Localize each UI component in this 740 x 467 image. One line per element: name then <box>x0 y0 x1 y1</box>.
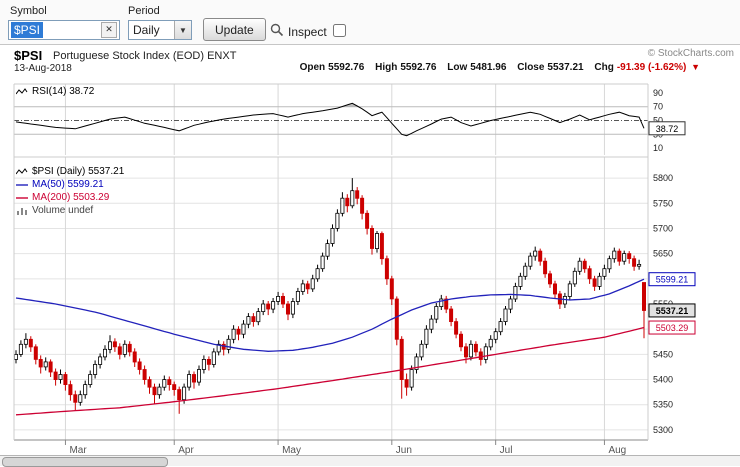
panel-frame <box>13 83 649 441</box>
svg-text:70: 70 <box>653 102 663 112</box>
symbol-label: Symbol <box>10 5 47 17</box>
svg-text:5400: 5400 <box>653 375 673 385</box>
rsi-legend-label: RSI(14) 38.72 <box>32 86 95 97</box>
candlestick-series <box>13 178 647 414</box>
chart-scrollbar-track[interactable] <box>0 455 740 466</box>
inspect-label: Inspect <box>288 25 327 39</box>
quote-low-value: 5481.96 <box>470 62 507 73</box>
quote-high-value: 5592.76 <box>400 62 437 73</box>
inspect-checkbox[interactable] <box>333 24 346 37</box>
price-value-boxes: 5599.21 5537.21 5503.29 <box>648 272 696 335</box>
svg-text:5800: 5800 <box>653 173 673 183</box>
chart-symbol: $PSI <box>14 48 43 63</box>
quote-close-label: Close <box>517 62 545 73</box>
svg-text:50: 50 <box>653 116 663 126</box>
rsi-plot: 9070503010 <box>14 88 663 153</box>
toolbar: Symbol $PSI ✕ Period Daily ▼ Update Insp… <box>0 0 740 45</box>
rsi-line-icon <box>16 87 28 94</box>
period-select-value: Daily <box>133 23 160 37</box>
svg-text:Mar: Mar <box>69 445 87 456</box>
ma200-legend-label: MA(200) 5503.29 <box>32 192 110 203</box>
price-legend: $PSI (Daily) 5537.21 <box>16 166 124 177</box>
chart-title: Portuguese Stock Index (EOD) ENXT <box>53 50 237 62</box>
volume-bars-icon <box>17 207 27 215</box>
ohlc-quote-row: Open 5592.76 High 5592.76 Low 5481.96 Close… <box>300 62 700 73</box>
quote-chg-value: -91.39 (-1.62%) <box>616 62 687 73</box>
copyright: © StockCharts.com <box>647 48 734 59</box>
rsi-current-value-box: 38.72 <box>648 121 686 136</box>
volume-legend-label: Volume undef <box>32 205 94 216</box>
period-select[interactable]: Daily ▼ <box>128 20 192 40</box>
quote-chg-label: Chg <box>594 62 614 73</box>
ma50-line <box>15 278 645 352</box>
chevron-down-icon: ▼ <box>174 21 191 39</box>
ma50-line-icon <box>16 183 28 186</box>
svg-text:5650: 5650 <box>653 249 673 259</box>
price-legend-label: $PSI (Daily) 5537.21 <box>32 166 125 177</box>
price-line-icon <box>16 167 28 174</box>
svg-text:5503.29: 5503.29 <box>656 323 689 333</box>
search-icon <box>270 23 284 37</box>
clear-symbol-icon[interactable]: ✕ <box>101 22 117 38</box>
svg-text:5750: 5750 <box>653 198 673 208</box>
symbol-input[interactable]: $PSI ✕ <box>8 20 120 40</box>
svg-text:10: 10 <box>653 143 663 153</box>
svg-text:5537.21: 5537.21 <box>656 306 689 316</box>
symbol-input-value: $PSI <box>11 22 44 38</box>
svg-text:Aug: Aug <box>608 445 626 456</box>
svg-text:5450: 5450 <box>653 349 673 359</box>
quote-low-label: Low <box>447 62 468 73</box>
ma200-line-icon <box>16 196 28 199</box>
ma50-legend-label: MA(50) 5599.21 <box>32 179 104 190</box>
svg-text:5350: 5350 <box>653 400 673 410</box>
volume-legend: Volume undef <box>16 205 93 216</box>
quote-open-value: 5592.76 <box>328 62 365 73</box>
gridlines: 5800575057005650560055505500545054005350… <box>14 84 673 456</box>
svg-text:May: May <box>282 445 301 456</box>
ma50-legend: MA(50) 5599.21 <box>16 179 104 190</box>
rsi-legend: RSI(14) 38.72 <box>16 86 94 97</box>
quote-high-label: High <box>375 62 398 73</box>
svg-text:5700: 5700 <box>653 223 673 233</box>
svg-text:Apr: Apr <box>178 445 194 456</box>
svg-text:38.72: 38.72 <box>656 124 679 134</box>
period-label: Period <box>128 5 160 17</box>
quote-open-label: Open <box>299 62 326 73</box>
svg-text:5300: 5300 <box>653 425 673 435</box>
ma200-line <box>15 326 645 416</box>
down-arrow-icon: ▼ <box>691 62 700 72</box>
ma200-legend: MA(200) 5503.29 <box>16 192 109 203</box>
svg-text:Jul: Jul <box>500 445 513 456</box>
svg-text:90: 90 <box>653 88 663 98</box>
chart-date: 13-Aug-2018 <box>14 63 72 74</box>
quote-close-value: 5537.21 <box>547 62 584 73</box>
svg-text:Jun: Jun <box>396 445 412 456</box>
update-button[interactable]: Update <box>203 18 266 41</box>
svg-text:5599.21: 5599.21 <box>656 275 689 285</box>
